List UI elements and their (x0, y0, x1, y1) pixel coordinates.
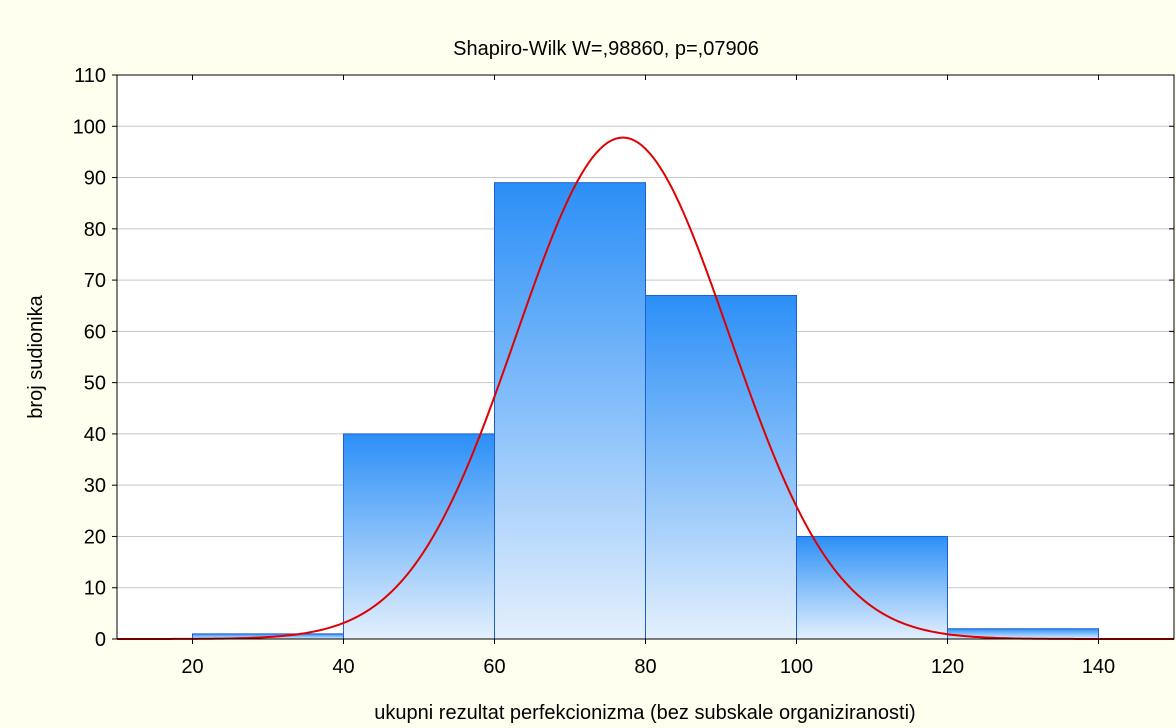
y-tick-label-20: 20 (84, 526, 106, 548)
x-axis-ticks: 20 40 60 80 100 120 140 (181, 75, 1115, 678)
y-tick-label-0: 0 (95, 629, 106, 651)
normal-distribution-curve (117, 136, 1174, 640)
y-tick-label-50: 50 (84, 373, 106, 395)
y-axis-ticks: 0 10 20 30 40 50 60 70 80 90 100 110 (73, 65, 1174, 651)
histogram-bars (192, 182, 1099, 640)
chart-title: Shapiro-Wilk W=,98860, p=,07906 (453, 38, 759, 60)
x-tick-label-140: 140 (1082, 656, 1115, 678)
histogram-bar-5 (796, 535, 948, 640)
x-tick-label-60: 60 (483, 656, 505, 678)
y-tick-label-30: 30 (84, 475, 106, 497)
y-tick-label-10: 10 (84, 578, 106, 600)
y-tick-label-80: 80 (84, 219, 106, 241)
x-tick-label-120: 120 (931, 656, 964, 678)
y-tick-label-90: 90 (84, 168, 106, 190)
histogram-bar-2 (343, 433, 495, 640)
y-tick-label-100: 100 (73, 116, 106, 138)
y-tick-label-110: 110 (74, 65, 106, 87)
x-tick-label-80: 80 (634, 656, 656, 678)
histogram-bar-4 (645, 294, 797, 640)
x-tick-label-40: 40 (332, 656, 354, 678)
y-tick-label-70: 70 (84, 270, 106, 292)
y-tick-label-40: 40 (84, 424, 106, 446)
y-tick-label-60: 60 (84, 321, 106, 343)
y-axis-label: broj sudionika (25, 294, 47, 418)
histogram-bar-3 (494, 182, 646, 640)
x-tick-label-100: 100 (780, 656, 813, 678)
x-tick-label-20: 20 (181, 656, 203, 678)
x-axis-label: ukupni rezultat perfekcionizma (bez subs… (374, 702, 915, 724)
